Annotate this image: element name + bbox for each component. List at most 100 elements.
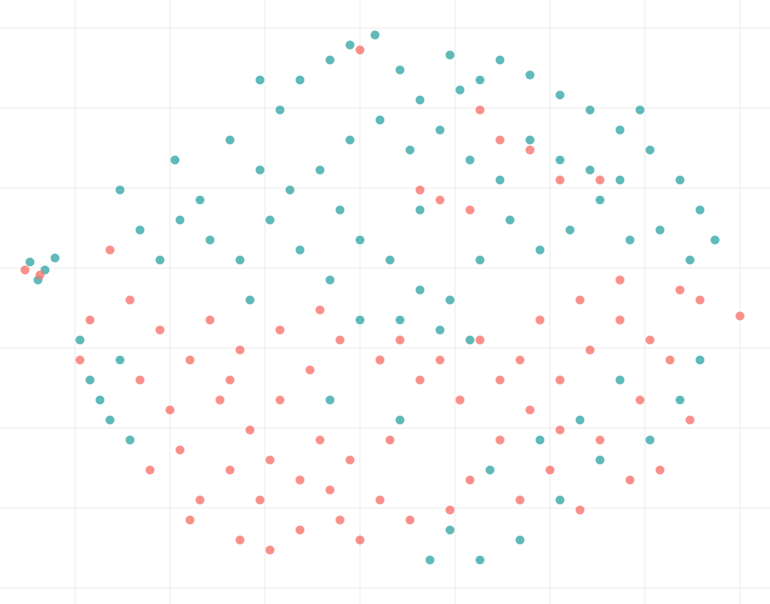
point [385, 255, 395, 265]
point [375, 115, 385, 125]
point [295, 75, 305, 85]
point [615, 175, 625, 185]
point [125, 295, 135, 305]
point [165, 405, 175, 415]
point [415, 285, 425, 295]
point [575, 415, 585, 425]
point [275, 395, 285, 405]
point [245, 425, 255, 435]
point [335, 205, 345, 215]
point [425, 555, 435, 565]
point [195, 495, 205, 505]
point [375, 495, 385, 505]
point [625, 475, 635, 485]
point [295, 475, 305, 485]
point [595, 435, 605, 445]
point [555, 175, 565, 185]
point [215, 395, 225, 405]
point [645, 335, 655, 345]
point [275, 105, 285, 115]
point [515, 355, 525, 365]
point [585, 345, 595, 355]
point [25, 257, 35, 267]
point [455, 395, 465, 405]
point [435, 195, 445, 205]
point [35, 270, 45, 280]
point [635, 395, 645, 405]
point [435, 125, 445, 135]
point [105, 415, 115, 425]
point [405, 145, 415, 155]
point [115, 185, 125, 195]
point [245, 295, 255, 305]
point [685, 255, 695, 265]
point [495, 55, 505, 65]
point [355, 535, 365, 545]
point [315, 305, 325, 315]
point [155, 255, 165, 265]
point [595, 175, 605, 185]
point [325, 275, 335, 285]
point [445, 505, 455, 515]
point [655, 465, 665, 475]
point [315, 435, 325, 445]
point [170, 155, 180, 165]
point [325, 55, 335, 65]
point [255, 75, 265, 85]
point [525, 135, 535, 145]
point [405, 515, 415, 525]
point [345, 135, 355, 145]
point [325, 485, 335, 495]
point [535, 245, 545, 255]
point [235, 255, 245, 265]
point [345, 40, 355, 50]
point [535, 435, 545, 445]
point [525, 145, 535, 155]
point [555, 425, 565, 435]
point [265, 455, 275, 465]
point [595, 195, 605, 205]
point [355, 235, 365, 245]
point [545, 465, 555, 475]
point [495, 175, 505, 185]
point [435, 355, 445, 365]
point [585, 165, 595, 175]
point [135, 375, 145, 385]
point [695, 355, 705, 365]
point [415, 375, 425, 385]
point [265, 215, 275, 225]
point [385, 435, 395, 445]
point [345, 455, 355, 465]
point [445, 50, 455, 60]
point [415, 185, 425, 195]
point [525, 405, 535, 415]
point [710, 235, 720, 245]
point [205, 315, 215, 325]
point [555, 495, 565, 505]
point [145, 465, 155, 475]
point [685, 415, 695, 425]
point [275, 325, 285, 335]
point [205, 235, 215, 245]
point [265, 545, 275, 555]
point [135, 225, 145, 235]
point [455, 85, 465, 95]
point [235, 345, 245, 355]
point [395, 335, 405, 345]
point [315, 165, 325, 175]
point [695, 295, 705, 305]
point [465, 335, 475, 345]
point [525, 70, 535, 80]
point [175, 215, 185, 225]
point [495, 135, 505, 145]
point [555, 90, 565, 100]
point [675, 395, 685, 405]
point [655, 225, 665, 235]
point [115, 355, 125, 365]
point [465, 205, 475, 215]
point [125, 435, 135, 445]
point [475, 335, 485, 345]
point [505, 215, 515, 225]
